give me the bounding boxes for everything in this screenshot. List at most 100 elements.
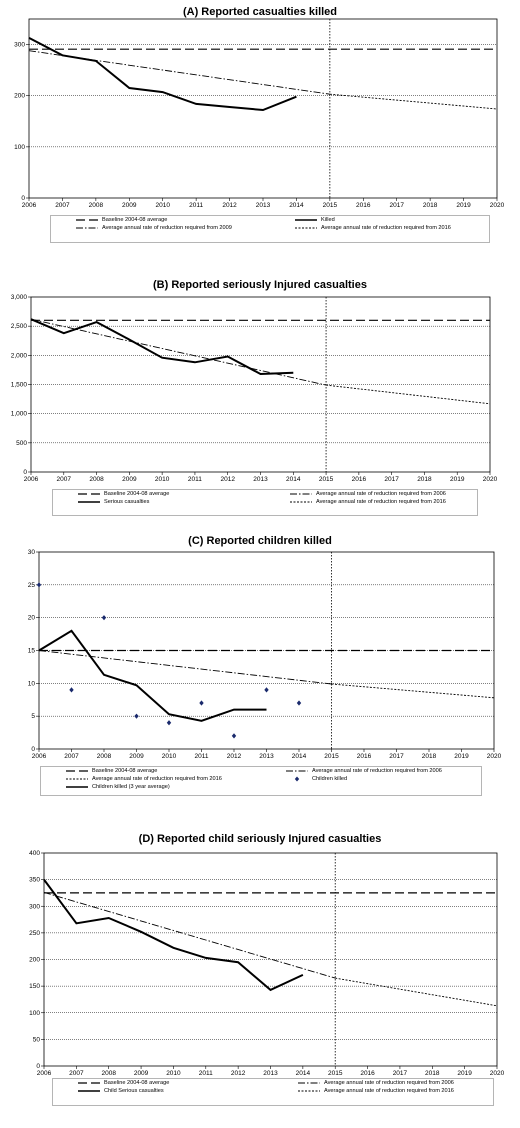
series-line-dotted (326, 384, 491, 405)
y-tick-label: 350 (29, 877, 40, 884)
legend-item: Average annual rate of reduction require… (289, 488, 446, 500)
x-tick-label: 2019 (456, 202, 471, 209)
legend-label: Serious casualties (104, 499, 150, 505)
legend-label: Average annual rate of reduction require… (102, 225, 232, 231)
legend-label: Baseline 2004-08 average (104, 491, 170, 497)
x-tick-label: 2008 (101, 1070, 116, 1077)
x-tick-label: 2006 (24, 476, 39, 483)
data-point (134, 713, 139, 719)
x-tick-label: 2009 (122, 202, 137, 209)
legend-swatch (78, 1082, 100, 1084)
y-tick-label: 10 (28, 680, 36, 687)
series-line-dashdot (30, 318, 327, 386)
x-tick-label: 2007 (64, 753, 79, 760)
x-tick-label: 2012 (231, 1070, 246, 1077)
x-tick-label: 2013 (263, 1070, 278, 1077)
x-tick-label: 2014 (289, 202, 304, 209)
series-line-dashdot (38, 650, 332, 685)
y-tick-label: 0 (23, 469, 27, 476)
x-tick-label: 2012 (222, 202, 237, 209)
x-tick-label: 2018 (423, 202, 438, 209)
x-tick-label: 2015 (324, 753, 339, 760)
legend-item: Serious casualties (77, 496, 149, 508)
y-tick-label: 300 (29, 903, 40, 910)
y-tick-label: 20 (28, 615, 36, 622)
x-tick-label: 2013 (256, 202, 271, 209)
x-tick-label: 2016 (357, 753, 372, 760)
x-tick-label: 2016 (356, 202, 371, 209)
x-tick-label: 2015 (319, 476, 334, 483)
y-tick-label: 25 (28, 582, 36, 589)
x-tick-label: 2011 (199, 1070, 213, 1077)
x-tick-label: 2013 (253, 476, 268, 483)
legend-swatch (76, 219, 98, 221)
x-tick-label: 2006 (32, 753, 47, 760)
series-line-dotted (331, 683, 495, 699)
series-line-dotted (335, 977, 498, 1007)
data-point (69, 687, 74, 693)
x-tick-label: 2008 (89, 202, 104, 209)
x-tick-label: 2009 (129, 753, 144, 760)
legend-item: Children killed (285, 773, 347, 785)
legend-d: Baseline 2004-08 average Average annual r… (52, 1078, 494, 1106)
y-tick-label: 1,000 (11, 411, 28, 418)
legend-label: Average annual rate of reduction require… (316, 491, 446, 497)
data-point (296, 700, 302, 706)
x-tick-label: 2011 (188, 476, 202, 483)
x-tick-label: 2019 (457, 1070, 472, 1077)
series-line-solid (30, 318, 294, 376)
legend-label: Baseline 2004-08 average (104, 1080, 170, 1086)
x-tick-label: 2012 (227, 753, 242, 760)
x-tick-label: 2009 (134, 1070, 149, 1077)
legend-label: Average annual rate of reduction require… (321, 225, 451, 231)
x-tick-label: 2014 (292, 753, 307, 760)
legend-swatch (66, 786, 88, 788)
y-tick-label: 5 (31, 713, 35, 720)
x-tick-label: 2010 (162, 753, 177, 760)
series-line-dashdot (43, 891, 336, 979)
legend-item: Baseline 2004-08 average (65, 765, 157, 777)
x-tick-label: 2010 (155, 476, 170, 483)
legend-item: Baseline 2004-08 average (77, 488, 169, 500)
x-tick-label: 2020 (487, 753, 502, 760)
y-tick-label: 0 (36, 1063, 40, 1070)
x-tick-label: 2011 (189, 202, 203, 209)
plot-area-a: 0 100 200 300 2006 2007 2008 2009 2010 2011 2012 20… (14, 18, 505, 209)
chart-title-c: (C) Reported children killed (188, 535, 332, 547)
y-tick-label: 400 (29, 850, 40, 857)
plot-area-c: 0 5 10 15 20 25 30 2006 2007 2008 2009 2010 2011 2012… (28, 549, 502, 760)
legend-item: Average annual rate of reduction require… (65, 773, 222, 785)
legend-label: Average annual rate of reduction require… (324, 1088, 454, 1094)
x-tick-label: 2018 (417, 476, 432, 483)
legend-c: Baseline 2004-08 average Average annual r… (40, 766, 482, 796)
series-line-solid (43, 879, 304, 992)
legend-item: Baseline 2004-08 average (77, 1077, 169, 1089)
legend-item: Average annual rate of reduction require… (297, 1085, 454, 1097)
x-tick-label: 2007 (55, 202, 70, 209)
series-line-solid (38, 629, 267, 722)
legend-item: Average annual rate of reduction require… (294, 222, 451, 234)
x-tick-label: 2020 (490, 202, 505, 209)
legend-label: Average annual rate of reduction require… (312, 768, 442, 774)
x-tick-label: 2017 (393, 1070, 408, 1077)
y-tick-label: 200 (14, 93, 25, 100)
legend-swatch (295, 227, 317, 229)
legend-label: Children killed (3 year average) (92, 784, 170, 790)
chart-title-d: (D) Reported child seriously Injured cas… (138, 833, 382, 845)
y-tick-label: 0 (21, 195, 25, 202)
x-tick-label: 2009 (122, 476, 137, 483)
x-tick-label: 2014 (286, 476, 301, 483)
x-tick-label: 2012 (220, 476, 235, 483)
legend-label: Average annual rate of reduction require… (316, 499, 446, 505)
y-tick-label: 100 (14, 144, 25, 151)
chart-title-b: (B) Reported seriously Injured casualtie… (153, 279, 367, 291)
legend-label: Child Serious casualties (104, 1088, 164, 1094)
x-tick-label: 2010 (166, 1070, 181, 1077)
data-point (231, 733, 237, 739)
legend-item: Average annual rate of reduction require… (75, 222, 232, 234)
y-tick-label: 30 (28, 549, 36, 556)
legend-swatch (78, 493, 100, 495)
series-line-dashdot (28, 50, 330, 95)
x-tick-label: 2018 (422, 753, 437, 760)
